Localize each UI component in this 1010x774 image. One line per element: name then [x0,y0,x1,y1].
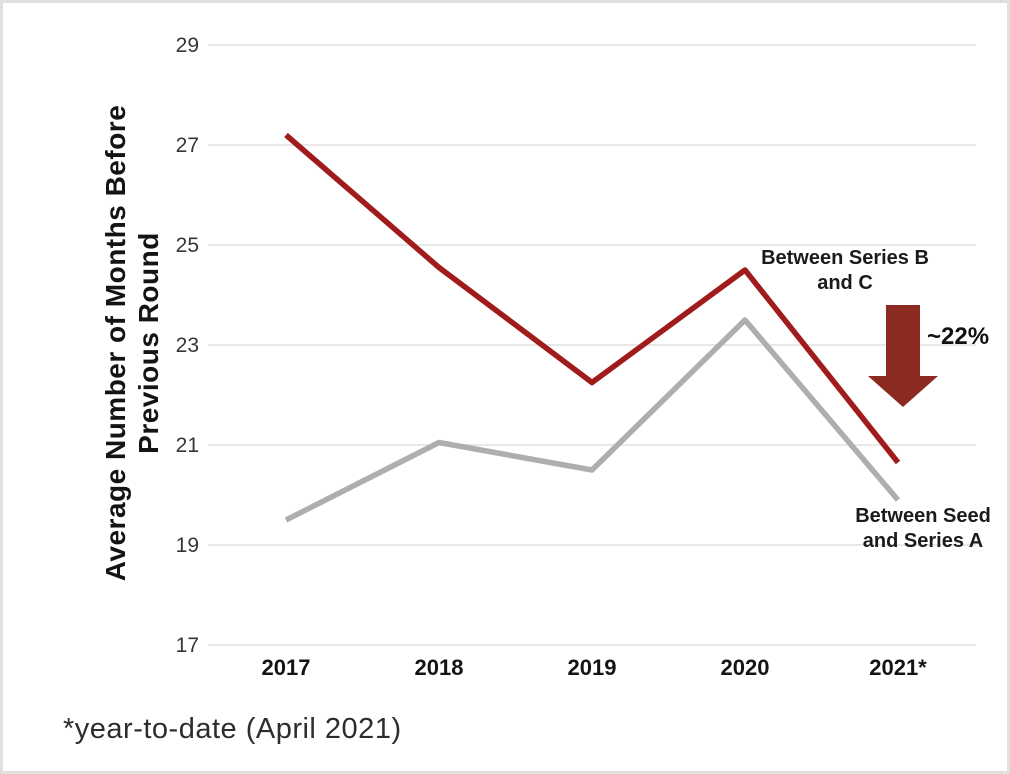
series-line-between-series-b-and-c [284,132,901,465]
series-b-annotation-line1: Between Series B [761,247,929,269]
seed-annotation-line1: Between Seed [855,505,991,527]
y-tick-label-17: 17 [175,634,199,657]
y-tick-label-25: 25 [175,234,199,257]
down-arrow-icon [868,305,938,407]
seed-annotation-line2: and Series A [862,530,984,552]
x-tick-label-2020: 2020 [720,655,770,680]
y-tick-label-21: 21 [175,434,199,457]
series-b-annotation-line2: and C [817,272,873,294]
line-chart [208,44,976,646]
series-b-annotation: Between Series B and C [745,246,945,296]
y-tick-label-29: 29 [175,34,199,57]
y-tick-label-19: 19 [175,534,199,557]
seed-annotation: Between Seed and Series A [837,504,1007,554]
x-tick-label-2021: 2021* [869,655,927,680]
x-tick-label-2018: 2018 [414,655,464,680]
x-tick-label-2019: 2019 [567,655,617,680]
x-tick-label-2017: 2017 [261,655,311,680]
drop-percentage-label: ~22% [927,323,990,350]
y-tick-label-23: 23 [175,334,199,357]
footnote: *year-to-date (April 2021) [63,713,402,745]
series-line-between-seed-and-series-a [284,317,901,523]
y-tick-label-27: 27 [175,134,199,157]
